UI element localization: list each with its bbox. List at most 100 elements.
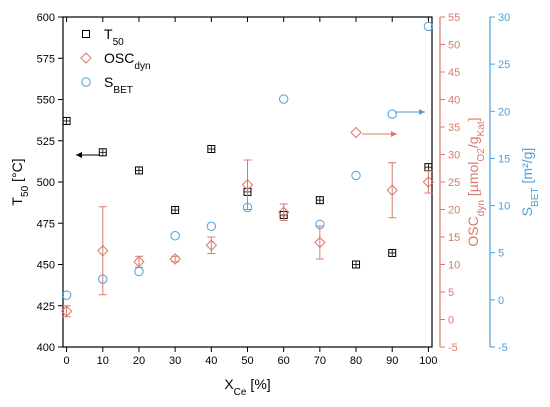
y-right1-tick-label: -5 [448, 342, 458, 354]
y-right1-title-part: dyn [476, 200, 487, 216]
x-tick-label: 80 [350, 355, 362, 367]
y-right1-tick-label: 25 [448, 177, 460, 189]
data-point-oscdyn [350, 126, 362, 139]
y-right1-tick-label: 0 [448, 315, 454, 327]
data-point-sbet [351, 170, 361, 181]
x-tick-label: 70 [314, 355, 326, 367]
y-right1-tick-label: 5 [448, 287, 454, 299]
data-point-oscdyn [386, 184, 398, 196]
y-right2-tick-label: 10 [498, 201, 510, 213]
y-right1-tick-label: 10 [448, 260, 460, 272]
y-left-title-main: T [9, 197, 25, 206]
data-point-sbet [206, 221, 217, 232]
legend-label: OSCdyn [104, 50, 151, 72]
y-left-tick-label: 600 [37, 12, 55, 24]
x-tick-label: 90 [386, 355, 398, 367]
data-point-sbet [134, 266, 144, 277]
y-right1-title-part: OSC [465, 216, 481, 246]
y-right2-title-main: S [519, 207, 535, 216]
y-left-axis-title: T50 [°C] [9, 158, 31, 205]
y-right1-title-part: Kat [476, 121, 487, 136]
x-axis-title-sub: Ce [234, 387, 247, 398]
x-tick-label: 20 [133, 355, 145, 367]
y-left-title-sub: 50 [20, 185, 31, 197]
y-right1-title-part: O2 [476, 148, 487, 162]
x-tick-label: 40 [205, 355, 217, 367]
y-right1-tick-label: 55 [448, 12, 460, 24]
x-tick-label: 0 [64, 355, 70, 367]
legend-label-sub: dyn [134, 61, 150, 72]
y-right1-tick-label: 30 [448, 150, 460, 162]
x-tick-label: 100 [419, 355, 437, 367]
y-left-tick-label: 475 [37, 218, 55, 230]
data-point-sbet [315, 219, 325, 230]
y-right2-tick-label: 20 [498, 106, 510, 118]
legend-label-main: T [104, 26, 113, 42]
legend-marker-square [82, 30, 90, 38]
y-right1-tick-label: 50 [448, 40, 460, 52]
legend-label-main: OSC [104, 50, 134, 66]
legend-label: T50 [104, 26, 124, 48]
x-tick-label: 50 [241, 355, 253, 367]
data-point-oscdyn [205, 239, 218, 251]
arrow-t50-left-head [76, 152, 82, 158]
y-right2-title-sub: BET [530, 187, 541, 207]
y-left-title-tail: [°C] [9, 158, 25, 185]
y-left-tick-label: 575 [37, 53, 55, 65]
y-left-tick-label: 425 [37, 301, 55, 313]
data-point-oscdyn [422, 176, 435, 188]
legend-marker-circle [81, 77, 91, 87]
arrow-sbet-right-head [419, 109, 425, 115]
y-right2-tick-label: 30 [498, 12, 510, 24]
y-right1-tick-label: 20 [448, 205, 460, 217]
x-tick-label: 30 [169, 355, 181, 367]
data-point-oscdyn [169, 253, 181, 265]
legend-marker-diamond [80, 52, 92, 64]
data-point-sbet [61, 290, 72, 300]
y-right2-tick-label: -5 [498, 342, 508, 354]
legend-label: SBET [104, 74, 133, 96]
y-right1-tick-label: 40 [448, 95, 460, 107]
y-right2-tick-label: 5 [498, 248, 504, 260]
y-right1-tick-label: 35 [448, 122, 460, 134]
data-point-oscdyn [241, 179, 254, 191]
data-point-oscdyn [60, 305, 73, 317]
data-point-sbet [242, 202, 253, 213]
y-right1-tick-label: 15 [448, 232, 460, 244]
legend-label-sub: BET [113, 85, 133, 96]
legend-label-sub: 50 [113, 37, 125, 48]
data-point-sbet [278, 94, 289, 104]
y-right1-tick-label: 45 [448, 67, 460, 79]
x-tick-label: 10 [97, 355, 109, 367]
data-point-sbet [423, 21, 434, 32]
x-axis-title: XCe [%] [224, 376, 270, 398]
data-point-oscdyn [277, 206, 290, 218]
y-right2-title-tail: [m²/g] [519, 148, 535, 188]
data-point-oscdyn [97, 245, 109, 257]
x-axis-title-tail: [%] [247, 376, 271, 392]
y-left-tick-label: 525 [37, 136, 55, 148]
data-point-sbet [387, 109, 397, 119]
y-right2-axis-title: SBET [m²/g] [519, 148, 541, 217]
x-tick-label: 60 [278, 355, 290, 367]
arrow-osc-right-head [391, 131, 397, 137]
legend-label-main: S [104, 74, 113, 90]
y-right2-tick-label: 15 [498, 153, 510, 165]
data-point-sbet [98, 274, 108, 284]
y-right2-tick-label: 0 [498, 295, 504, 307]
y-left-tick-label: 450 [37, 260, 55, 272]
y-left-tick-label: 400 [37, 342, 55, 354]
y-left-tick-label: 500 [37, 177, 55, 189]
y-right1-axis-title: OSCdyn [µmolO2/gKat] [465, 117, 487, 246]
y-right1-title-part: /g [465, 136, 481, 148]
y-right1-title-part: [µmol [465, 162, 481, 200]
y-left-tick-label: 550 [37, 95, 55, 107]
x-axis-title-main: X [224, 376, 234, 392]
data-point-sbet [170, 231, 180, 241]
y-right2-tick-label: 25 [498, 59, 510, 71]
data-point-oscdyn [314, 236, 326, 249]
data-point-oscdyn [133, 256, 145, 268]
y-right1-title-part: ] [465, 117, 481, 121]
